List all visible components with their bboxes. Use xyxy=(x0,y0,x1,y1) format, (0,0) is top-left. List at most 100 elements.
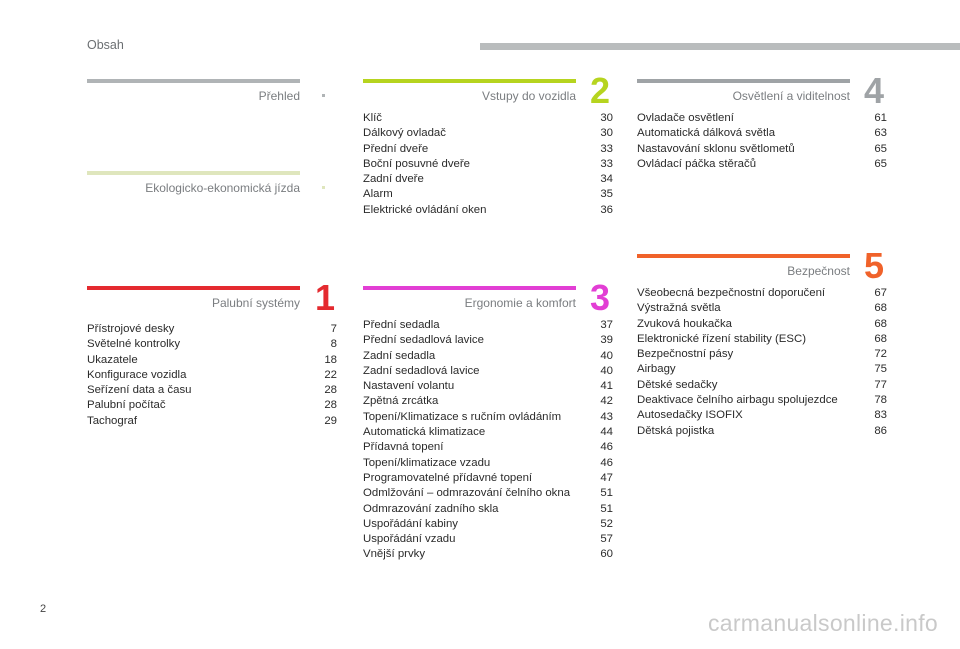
toc-entry-page: 78 xyxy=(874,394,887,407)
toc-entry[interactable]: Autosedačky ISOFIX 83 xyxy=(637,408,887,423)
toc-entry[interactable]: Ovládací páčka stěračů 65 xyxy=(637,157,887,172)
toc-entry[interactable]: Dětská pojistka 86 xyxy=(637,424,887,439)
toc-entry[interactable]: Světelné kontrolky 8 xyxy=(87,337,337,352)
toc-entry-page: 72 xyxy=(874,348,887,361)
toc-entry[interactable]: Přední sedadlová lavice 39 xyxy=(363,333,613,348)
toc-entry[interactable]: Zadní dveře 34 xyxy=(363,172,613,187)
toc-entry[interactable]: Palubní počítač 28 xyxy=(87,398,337,413)
toc-entry-page: 18 xyxy=(324,353,337,366)
toc-entry[interactable]: Deaktivace čelního airbagu spolujezdce 78 xyxy=(637,393,887,408)
toc-entry-label: Automatická dálková světla xyxy=(637,127,776,140)
toc-entry[interactable]: Tachograf 29 xyxy=(87,414,337,429)
toc-entry[interactable]: Vnější prvky 60 xyxy=(363,547,613,562)
toc-entry[interactable]: Výstražná světla 68 xyxy=(637,301,887,316)
toc-entry-label: Vnější prvky xyxy=(363,548,426,561)
toc-entry-page: 67 xyxy=(874,287,887,299)
toc-entry[interactable]: Topení/klimatizace vzadu 46 xyxy=(363,456,613,471)
toc-entry-page: 7 xyxy=(330,323,337,335)
toc-entry[interactable]: Zpětná zrcátka 42 xyxy=(363,394,613,409)
toc-entry[interactable]: Seřízení data a času 28 xyxy=(87,383,337,398)
toc-list: Přední sedadla 37 Přední sedadlová lavice 3… xyxy=(363,318,613,563)
toc-entry-page: 44 xyxy=(600,426,613,439)
toc-entry-label: Zvuková houkačka xyxy=(637,317,732,330)
toc-entry-label: Alarm xyxy=(363,188,393,201)
toc-entry[interactable]: Elektronické řízení stability (ESC) 68 xyxy=(637,332,887,347)
toc-entry[interactable]: Elektrické ovládání oken 36 xyxy=(363,203,613,218)
toc-entry-label: Přední sedadlová lavice xyxy=(363,334,484,347)
toc-entry[interactable]: Boční posuvné dveře 33 xyxy=(363,157,613,172)
section-5: Bezpečnost 5 Všeobecná bezpečnostní dopo… xyxy=(637,248,887,439)
toc-entry-label: Dálkový ovladač xyxy=(363,127,446,140)
section-bar xyxy=(363,286,576,290)
toc-entry-page: 28 xyxy=(324,399,337,412)
toc-entry[interactable]: Uspořádání kabiny 52 xyxy=(363,517,613,532)
section-bar xyxy=(87,171,300,175)
toc-entry-page: 57 xyxy=(600,533,613,546)
toc-entry[interactable]: Alarm 35 xyxy=(363,187,613,202)
toc-entry[interactable]: Klíč 30 xyxy=(363,111,613,126)
toc-entry-page: 77 xyxy=(874,378,887,391)
toc-entry-page: 36 xyxy=(600,203,613,216)
toc-entry[interactable]: Dětské sedačky 77 xyxy=(637,378,887,393)
toc-entry-page: 37 xyxy=(600,319,613,331)
toc-entry-page: 30 xyxy=(600,112,613,124)
toc-entry[interactable]: Přídavná topení 46 xyxy=(363,440,613,455)
toc-entry-label: Autosedačky ISOFIX xyxy=(637,409,743,422)
toc-list: Ovladače osvětlení 61 Automatická dálková … xyxy=(637,111,887,172)
toc-entry[interactable]: Zvuková houkačka 68 xyxy=(637,317,887,332)
toc-entry[interactable]: Programovatelné přídavné topení 47 xyxy=(363,471,613,486)
toc-entry-page: 65 xyxy=(874,157,887,170)
toc-list: Klíč 30 Dálkový ovladač 30 Přední dveře 33 Boč… xyxy=(363,111,613,218)
toc-entry-label: Ovládací páčka stěračů xyxy=(637,157,757,170)
toc-entry-page: 43 xyxy=(600,410,613,423)
toc-entry[interactable]: Přední sedadla 37 xyxy=(363,318,613,333)
section-number: 2 xyxy=(590,70,611,111)
toc-entry-label: Tachograf xyxy=(87,414,138,427)
toc-entry[interactable]: Zadní sedadlová lavice 40 xyxy=(363,364,613,379)
section-prehled[interactable]: Přehled xyxy=(87,79,325,105)
section-title: Ekologicko-ekonomická jízda xyxy=(145,181,300,195)
toc-entry[interactable]: Airbagy 75 xyxy=(637,362,887,377)
toc-entry-label: Zpětná zrcátka xyxy=(363,395,439,408)
toc-entry[interactable]: Zadní sedadla 40 xyxy=(363,349,613,364)
toc-entry-page: 46 xyxy=(600,441,613,454)
section-title: Osvětlení a viditelnost xyxy=(732,89,850,103)
toc-entry[interactable]: Dálkový ovladač 30 xyxy=(363,126,613,141)
toc-entry[interactable]: Uspořádání vzadu 57 xyxy=(363,532,613,547)
toc-entry[interactable]: Automatická dálková světla 63 xyxy=(637,126,887,141)
section-3: Ergonomie a komfort 3 Přední sedadla 37 Př… xyxy=(363,280,613,563)
toc-entry[interactable]: Topení/Klimatizace s ručním ovládáním 43 xyxy=(363,410,613,425)
toc-entry-page: 46 xyxy=(600,456,613,469)
bullet-icon xyxy=(322,94,325,97)
toc-entry-page: 63 xyxy=(874,127,887,140)
toc-entry-label: Klíč xyxy=(363,112,382,124)
toc-entry-page: 29 xyxy=(324,414,337,427)
toc-entry-label: Uspořádání vzadu xyxy=(363,533,456,546)
section-bar xyxy=(637,79,850,83)
section-title: Bezpečnost xyxy=(787,264,850,278)
toc-entry[interactable]: Nastavování sklonu světlometů 65 xyxy=(637,142,887,157)
toc-entry[interactable]: Odmrazování zadního skla 51 xyxy=(363,502,613,517)
toc-entry[interactable]: Přední dveře 33 xyxy=(363,142,613,157)
toc-entry[interactable]: Konfigurace vozidla 22 xyxy=(87,368,337,383)
section-bar xyxy=(87,286,300,290)
toc-entry-page: 60 xyxy=(600,548,613,561)
toc-entry[interactable]: Ukazatele 18 xyxy=(87,353,337,368)
toc-entry[interactable]: Všeobecná bezpečnostní doporučení 67 xyxy=(637,286,887,301)
toc-entry[interactable]: Ovladače osvětlení 61 xyxy=(637,111,887,126)
toc-entry-label: Ukazatele xyxy=(87,353,138,366)
toc-entry-page: 65 xyxy=(874,142,887,155)
section-bar xyxy=(363,79,576,83)
toc-entry-label: Automatická klimatizace xyxy=(363,426,486,439)
toc-entry-page: 42 xyxy=(600,395,613,408)
toc-entry[interactable]: Odmlžování – odmrazování čelního okna 51 xyxy=(363,486,613,501)
toc-entry[interactable]: Automatická klimatizace 44 xyxy=(363,425,613,440)
toc-entry-label: Zadní sedadlová lavice xyxy=(363,364,480,377)
toc-entry[interactable]: Nastavení volantu 41 xyxy=(363,379,613,394)
toc-entry[interactable]: Bezpečnostní pásy 72 xyxy=(637,347,887,362)
toc-entry-page: 39 xyxy=(600,334,613,347)
toc-entry-page: 51 xyxy=(600,487,613,500)
toc-entry-page: 40 xyxy=(600,364,613,377)
section-eko[interactable]: Ekologicko-ekonomická jízda xyxy=(87,171,325,197)
toc-entry[interactable]: Přístrojové desky 7 xyxy=(87,322,337,337)
